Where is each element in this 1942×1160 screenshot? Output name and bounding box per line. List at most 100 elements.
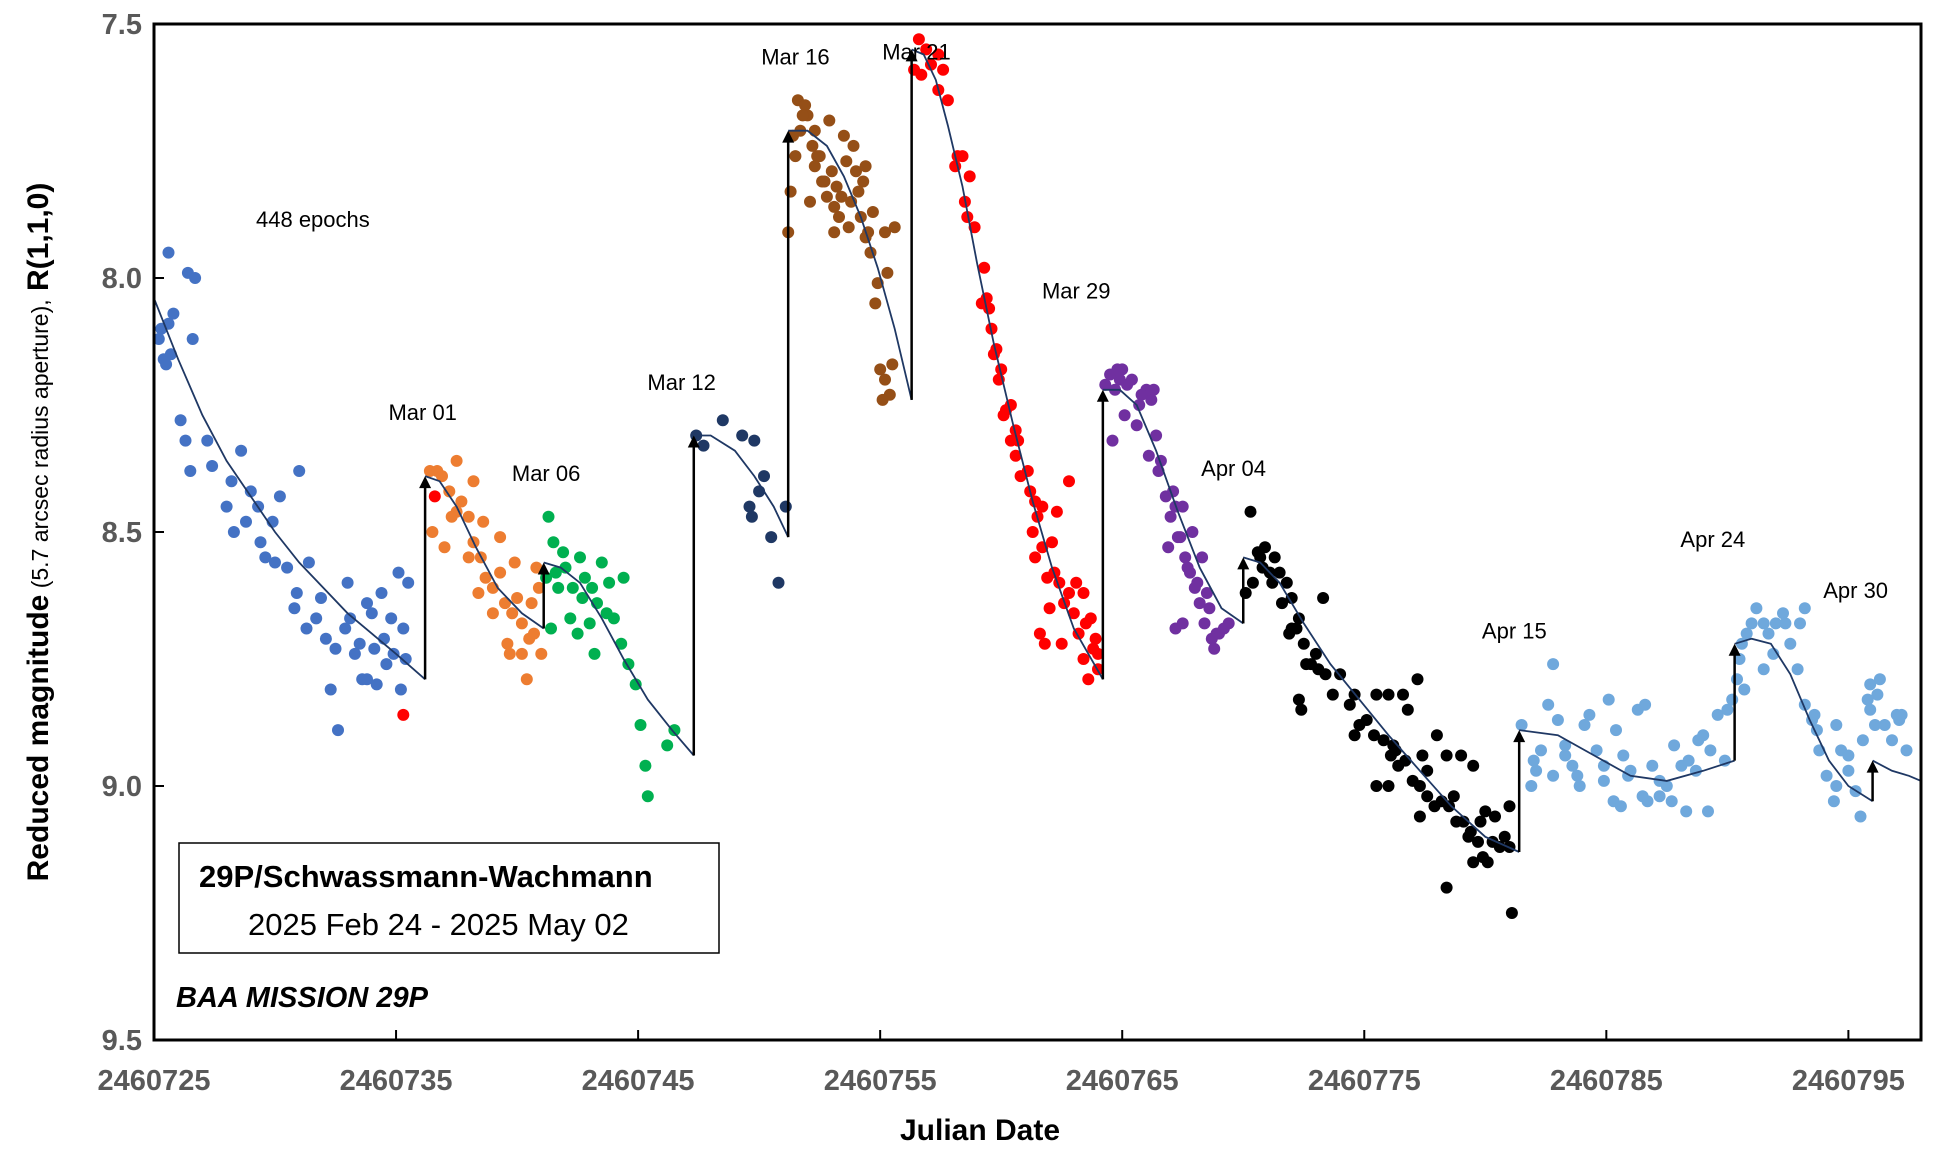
data-point bbox=[240, 515, 252, 528]
data-point bbox=[772, 576, 785, 589]
data-point bbox=[1535, 744, 1547, 757]
data-point bbox=[1125, 373, 1138, 386]
data-point bbox=[1762, 627, 1775, 640]
data-point bbox=[288, 602, 301, 615]
outburst-arrow bbox=[1513, 730, 1526, 853]
data-point bbox=[1222, 617, 1235, 630]
data-point bbox=[1193, 597, 1206, 610]
data-point bbox=[387, 647, 400, 660]
data-point bbox=[1842, 749, 1855, 762]
mission-watermark: BAA MISSION 29P bbox=[176, 982, 429, 1014]
data-point bbox=[1551, 714, 1564, 726]
data-point bbox=[1133, 399, 1146, 411]
outburst-arrow bbox=[537, 562, 550, 629]
outburst-arrow bbox=[782, 130, 795, 538]
data-point bbox=[716, 414, 729, 427]
data-point bbox=[586, 581, 599, 594]
data-point bbox=[825, 165, 838, 178]
data-point bbox=[857, 175, 870, 188]
data-point bbox=[1602, 693, 1615, 706]
data-point bbox=[472, 587, 485, 599]
data-point bbox=[847, 139, 860, 152]
data-point bbox=[515, 647, 528, 660]
data-point bbox=[1421, 764, 1434, 777]
data-point bbox=[641, 790, 654, 803]
data-point bbox=[615, 637, 628, 650]
data-point bbox=[1726, 693, 1739, 706]
data-point bbox=[1186, 526, 1199, 538]
data-point bbox=[186, 333, 199, 345]
data-point bbox=[455, 495, 468, 508]
data-point bbox=[1046, 536, 1058, 549]
data-point bbox=[1873, 673, 1886, 686]
data-point bbox=[399, 653, 412, 665]
data-point bbox=[339, 622, 352, 635]
data-point bbox=[639, 759, 652, 772]
data-point bbox=[1370, 780, 1383, 792]
data-point bbox=[820, 190, 833, 203]
x-tick-label: 2460785 bbox=[1550, 1065, 1663, 1097]
data-point bbox=[1077, 587, 1090, 599]
data-point bbox=[1447, 790, 1460, 803]
data-point bbox=[1864, 678, 1877, 691]
data-point bbox=[494, 566, 507, 579]
data-point bbox=[779, 500, 792, 513]
data-point bbox=[886, 358, 899, 371]
data-point bbox=[450, 454, 463, 467]
data-point bbox=[1457, 815, 1470, 828]
data-point bbox=[578, 571, 591, 584]
data-point bbox=[1474, 815, 1487, 828]
data-point bbox=[1176, 500, 1189, 513]
data-point bbox=[402, 576, 415, 589]
data-point bbox=[583, 617, 596, 630]
data-point bbox=[290, 587, 303, 599]
data-point bbox=[765, 531, 778, 544]
data-point bbox=[1489, 810, 1501, 823]
data-point bbox=[736, 429, 749, 442]
data-point bbox=[813, 150, 826, 163]
data-point bbox=[1082, 673, 1095, 686]
data-point bbox=[963, 170, 976, 183]
data-point bbox=[1740, 627, 1753, 640]
data-point bbox=[225, 475, 238, 488]
data-point bbox=[1462, 830, 1475, 843]
data-point bbox=[1150, 429, 1163, 442]
data-point bbox=[1702, 805, 1714, 818]
data-point bbox=[1285, 592, 1298, 604]
axis-ticks: 2460725 2460735 2460745 2460755 2460765 24607… bbox=[98, 9, 1905, 1097]
data-point bbox=[1827, 795, 1840, 808]
data-point bbox=[545, 622, 557, 635]
data-point bbox=[1498, 830, 1511, 843]
data-point bbox=[564, 612, 577, 625]
data-point bbox=[1878, 719, 1891, 731]
data-point bbox=[1029, 551, 1042, 564]
data-point bbox=[426, 526, 439, 538]
outburst-date-label: Apr 24 bbox=[1680, 527, 1745, 552]
x-tick-label: 2460755 bbox=[824, 1065, 937, 1097]
data-point bbox=[1421, 790, 1434, 803]
data-point bbox=[428, 490, 441, 503]
trend-line bbox=[1519, 729, 1735, 782]
data-point bbox=[1711, 708, 1724, 721]
data-point bbox=[1147, 383, 1160, 396]
data-point bbox=[1239, 587, 1252, 599]
data-point bbox=[978, 261, 991, 274]
data-point bbox=[244, 485, 257, 498]
data-point bbox=[259, 551, 272, 564]
trend-line bbox=[693, 434, 790, 538]
data-point bbox=[542, 510, 555, 523]
data-point bbox=[201, 434, 214, 447]
data-point bbox=[1738, 683, 1751, 696]
epochs-label: 448 epochs bbox=[256, 207, 370, 232]
series-7 bbox=[1099, 363, 1235, 655]
data-point bbox=[840, 155, 853, 168]
data-point bbox=[1779, 617, 1792, 630]
data-point bbox=[1820, 769, 1833, 782]
data-point bbox=[1578, 719, 1591, 731]
data-point bbox=[1208, 642, 1221, 655]
data-point bbox=[804, 195, 816, 208]
series-5 bbox=[782, 94, 901, 406]
data-point bbox=[1280, 576, 1293, 589]
data-point bbox=[1614, 800, 1627, 813]
x-tick-label: 2460725 bbox=[98, 1065, 211, 1097]
